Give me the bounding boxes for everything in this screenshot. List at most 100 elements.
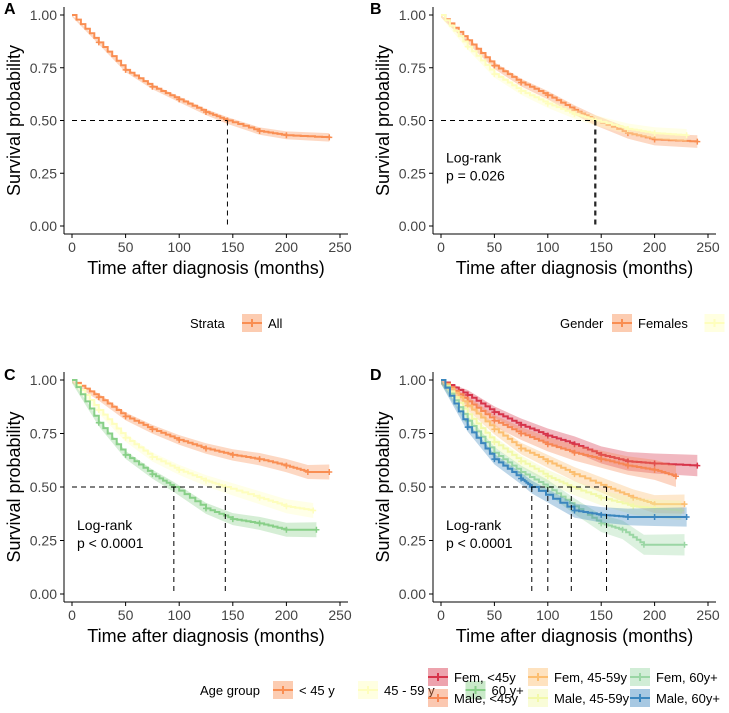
legend-label: Male, 60y+ <box>656 691 720 706</box>
censor-mark <box>518 475 525 482</box>
x-tick-label: 100 <box>168 607 192 623</box>
legend-label: 60 y+ <box>492 683 524 698</box>
censor-mark <box>283 132 290 139</box>
y-tick-label: 0.75 <box>30 60 57 76</box>
logrank-annotation: Log-rank <box>77 517 133 533</box>
y-tick-label: 0.00 <box>399 586 426 602</box>
survival-curve-60- <box>72 379 317 531</box>
panel-a: A 0 50 100 150 200 250 0.00 0.25 0.50 0.75 1.00 Time… <box>4 1 352 332</box>
censor-mark <box>681 541 688 548</box>
x-axis-label: Time after diagnosis (months) <box>456 626 693 646</box>
logrank-annotation: Log-rank <box>446 517 502 533</box>
censor-mark <box>176 436 183 443</box>
x-axis-label: Time after diagnosis (months) <box>456 258 693 278</box>
censor-mark <box>491 426 498 433</box>
censor-mark <box>678 507 685 514</box>
censor-mark <box>624 125 631 132</box>
censor-mark <box>571 111 578 118</box>
panel-label: A <box>4 1 16 18</box>
logrank-annotation: p < 0.0001 <box>77 535 144 551</box>
y-tick-label: 0.75 <box>399 60 426 76</box>
survival-curve-male-45 <box>441 379 677 477</box>
censor-mark <box>630 503 637 510</box>
legend-key-line <box>358 686 378 694</box>
legend-key-line <box>612 319 632 327</box>
censor-mark <box>464 424 471 431</box>
censor-mark <box>544 100 551 107</box>
y-tick-label: 1.00 <box>399 372 426 388</box>
censor-mark <box>624 513 631 520</box>
ci-band-male-45-59 <box>441 380 682 521</box>
censor-mark <box>598 456 605 463</box>
censor-mark <box>518 430 525 437</box>
censor-mark <box>313 526 320 533</box>
censor-mark <box>651 136 658 143</box>
legend-label: Fem, <45y <box>454 670 516 685</box>
x-tick-label: 0 <box>68 607 76 623</box>
panel-label: D <box>370 367 382 384</box>
survival-curve--45 <box>72 379 330 473</box>
y-tick-label: 0.25 <box>30 165 57 181</box>
x-tick-label: 150 <box>590 607 614 623</box>
x-tick-label: 200 <box>275 239 299 255</box>
legend: Fem, <45y Male, <45y Fem, 45-59y Male, 45-5… <box>428 668 720 707</box>
censor-mark <box>176 96 183 103</box>
censor-mark <box>630 494 637 501</box>
ci-band--45 <box>72 380 330 480</box>
x-tick-label: 150 <box>221 239 245 255</box>
censor-mark <box>518 469 525 476</box>
censor-mark <box>149 426 156 433</box>
x-tick-label: 200 <box>643 607 667 623</box>
y-axis-label: Survival probability <box>373 411 393 562</box>
y-axis-label: Survival probability <box>373 45 393 196</box>
y-tick-label: 0.75 <box>30 426 57 442</box>
censor-mark <box>491 417 498 424</box>
censor-mark <box>598 494 605 501</box>
censor-mark <box>283 526 290 533</box>
censor-mark <box>149 83 156 90</box>
censor-mark <box>683 132 690 139</box>
y-tick-label: 0.25 <box>30 533 57 549</box>
legend-key-line <box>528 694 548 702</box>
x-tick-label: 0 <box>437 607 445 623</box>
y-tick-label: 1.00 <box>30 7 57 23</box>
censor-mark <box>598 520 605 527</box>
y-tick-label: 0.25 <box>399 533 426 549</box>
logrank-annotation: p < 0.0001 <box>446 535 513 551</box>
legend-key-line <box>630 673 650 681</box>
y-axis-label: Survival probability <box>4 411 24 562</box>
censor-mark <box>464 43 471 50</box>
censor-mark <box>491 62 498 69</box>
legend-label: Fem, 45-59y <box>554 670 627 685</box>
censor-mark <box>491 409 498 416</box>
censor-mark <box>651 513 658 520</box>
y-tick-label: 0.50 <box>399 479 426 495</box>
censor-mark <box>283 503 290 510</box>
legend-title: Gender <box>560 316 604 331</box>
censor-mark <box>326 469 333 476</box>
x-tick-label: 200 <box>643 239 667 255</box>
censor-mark <box>229 516 236 523</box>
censor-mark <box>518 458 525 465</box>
censor-mark <box>149 454 156 461</box>
legend-label: Fem, 60y+ <box>656 670 718 685</box>
legend-key-line <box>528 673 548 681</box>
censor-mark <box>651 505 658 512</box>
x-tick-label: 100 <box>536 239 560 255</box>
censor-mark <box>518 79 525 86</box>
censor-mark <box>95 39 102 46</box>
censor-mark <box>624 462 631 469</box>
panel-c: C 0 50 100 150 200 250 0.00 0.25 0.50 0.75 1.00 Time… <box>4 367 524 699</box>
y-tick-label: 0.00 <box>399 218 426 234</box>
x-tick-label: 50 <box>118 239 134 255</box>
censor-mark <box>149 471 156 478</box>
legend-label: Females <box>638 316 688 331</box>
censor-mark <box>672 473 679 480</box>
x-tick-label: 250 <box>328 239 352 255</box>
survival-curve-females <box>441 14 699 143</box>
censor-mark <box>256 520 263 527</box>
y-tick-label: 1.00 <box>399 7 426 23</box>
x-tick-label: 0 <box>68 239 76 255</box>
survival-curve-fem-45 <box>441 379 699 467</box>
ci-band-60- <box>72 380 317 538</box>
